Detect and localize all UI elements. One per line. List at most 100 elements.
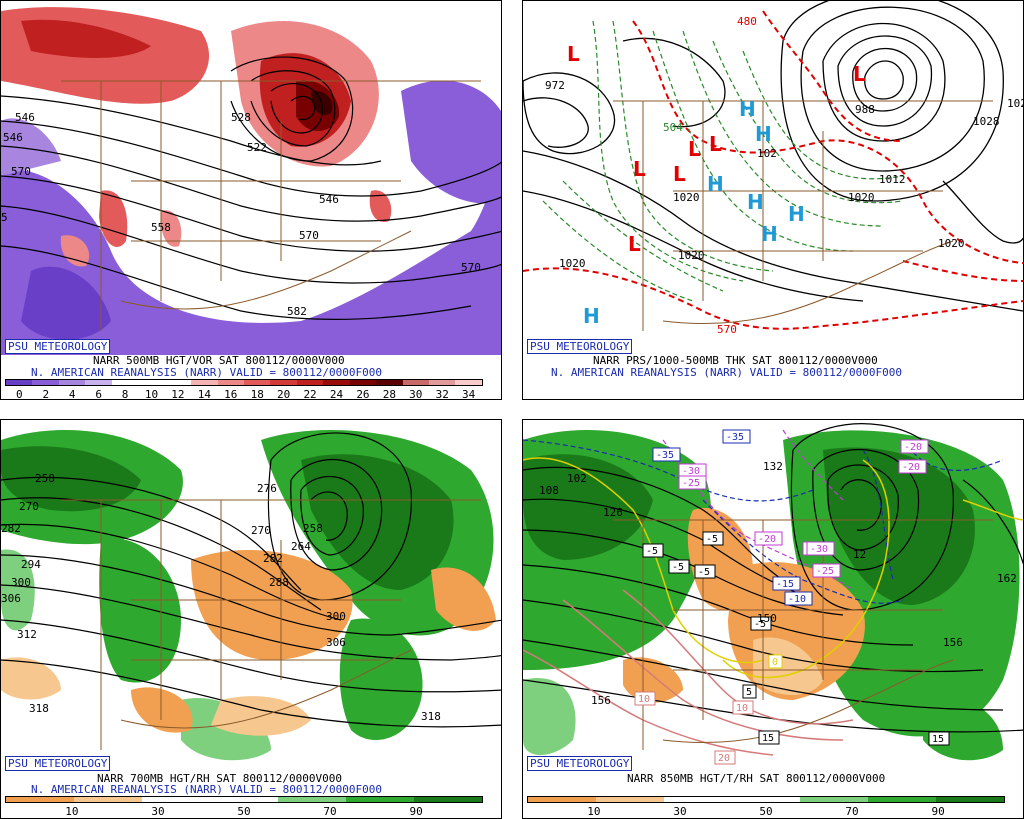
isobar-label: 1020 — [673, 191, 700, 204]
contour-label: 270 — [251, 524, 271, 537]
colorbar-swatch — [111, 380, 139, 385]
high-pressure-label: H — [707, 172, 724, 196]
thickness-label: 480 — [737, 15, 757, 28]
low-pressure-label: L — [688, 137, 701, 161]
temperature-label-box — [722, 429, 751, 444]
contour-label: 258 — [35, 472, 55, 485]
isobar-label: 102 — [757, 147, 777, 160]
high-pressure-label: H — [739, 97, 756, 121]
contour-label: 288 — [269, 576, 289, 589]
colorbar-swatch — [6, 380, 33, 385]
temperature-label: 20 — [718, 753, 730, 764]
high-pressure-label: H — [761, 222, 778, 246]
temperature-label: -35 — [726, 432, 744, 443]
contour-label: 12 — [853, 548, 866, 561]
contour-label: 300 — [11, 576, 31, 589]
temperature-label: -25 — [682, 478, 700, 489]
contour-label: 5 — [1, 211, 8, 224]
colorbar-tick: 50 — [759, 805, 773, 818]
thickness-label: 504 — [663, 121, 683, 134]
contour-label: 558 — [151, 221, 171, 234]
temperature-label: -30 — [682, 466, 700, 477]
valid-time: N. AMERICAN REANALYSIS (NARR) VALID = 80… — [551, 366, 902, 379]
colorbar-tick: 10 — [65, 805, 79, 818]
temperature-label: -30 — [810, 544, 828, 555]
colorbar-swatch — [210, 797, 278, 802]
pressure-map: L L L L L L L H H H H H H H 972 1020 102… — [523, 1, 1024, 355]
colorbar-tick: 10 — [144, 388, 159, 400]
low-pressure-label: L — [673, 162, 686, 186]
temperature-label: 15 — [932, 734, 944, 745]
temperature-label: 15 — [762, 733, 774, 744]
contour-label: 294 — [21, 558, 41, 571]
colorbar-tick: 22 — [303, 388, 317, 400]
temperature-label: -10 — [788, 594, 806, 605]
contour-label: 306 — [326, 636, 346, 649]
thickness-label: 570 — [717, 323, 737, 336]
temperature-label-box — [694, 564, 716, 579]
contour-label: 570 — [299, 229, 319, 242]
temperature-label: -15 — [776, 579, 794, 590]
isobar-label: 1020 — [678, 249, 705, 262]
colorbar-tick: 14 — [197, 388, 211, 400]
contour-label: 108 — [539, 484, 559, 497]
temperature-label: -5 — [706, 534, 718, 545]
colorbar-swatch — [217, 380, 244, 385]
contour-label: 312 — [17, 628, 37, 641]
contour-label: 582 — [287, 305, 307, 318]
colorbar-swatch — [270, 380, 297, 385]
panel-850mb-temperature-humidity: -35-35-30-25-20-20-15-15-10-5-5-5-5-5-25… — [522, 419, 1024, 819]
temperature-850-map: -35-35-30-25-20-20-15-15-10-5-5-5-5-5-25… — [523, 420, 1023, 774]
low-pressure-label: L — [567, 42, 580, 66]
contour-label: 264 — [291, 540, 311, 553]
colorbar-swatch — [528, 797, 596, 802]
contour-label: 126 — [603, 506, 623, 519]
temperature-label-box — [732, 700, 754, 715]
temperature-label: -20 — [904, 442, 922, 453]
humidity-colorbar — [527, 796, 1005, 803]
temperature-label-box — [928, 731, 950, 746]
colorbar-swatch — [732, 797, 800, 802]
isobar-label: 1020 — [938, 237, 965, 250]
colorbar-swatch — [191, 380, 218, 385]
colorbar-swatch — [74, 797, 142, 802]
colorbar-swatch — [296, 380, 324, 385]
colorbar-swatch — [323, 380, 350, 385]
contour-label: 570 — [461, 261, 481, 274]
colorbar-tick: 30 — [409, 388, 423, 400]
product-title: NARR PRS/1000-500MB THK SAT 800112/0000V… — [593, 354, 878, 367]
contour-label: 306 — [1, 592, 21, 605]
temperature-label: -5 — [754, 619, 766, 630]
temperature-label: 0 — [772, 657, 778, 668]
contour-label: 570 — [11, 165, 31, 178]
temperature-label: -5 — [672, 562, 684, 573]
contour-label: 276 — [257, 482, 277, 495]
contour-label: 150 — [757, 612, 777, 625]
isobar-label: 1020 — [848, 191, 875, 204]
valid-time: N. AMERICAN REANALYSIS (NARR) VALID = 80… — [31, 366, 382, 379]
isobar-label: 1020 — [1007, 97, 1024, 110]
colorbar-swatch — [6, 797, 74, 802]
colorbar-tick: 90 — [931, 805, 945, 818]
contour-label: 156 — [591, 694, 611, 707]
colorbar-swatch — [800, 797, 868, 802]
colorbar-tick: 4 — [68, 388, 76, 400]
high-pressure-label: H — [755, 122, 772, 146]
colorbar-tick: 50 — [237, 805, 251, 818]
colorbar-swatch — [346, 797, 414, 802]
product-title: NARR 850MB HGT/T/RH SAT 800112/0000V000 — [627, 772, 886, 785]
contour-label: 318 — [421, 710, 441, 723]
colorbar-tick: 16 — [224, 388, 238, 400]
colorbar-swatch — [142, 797, 210, 802]
contour-label: 282 — [263, 552, 283, 565]
contour-label: 258 — [303, 522, 323, 535]
temperature-label-box — [634, 691, 656, 706]
low-pressure-label: L — [709, 132, 722, 156]
colorbar-swatch — [85, 380, 112, 385]
temperature-label: 5 — [746, 687, 752, 698]
humidity-700-map: 258 270 282 294 300 306 312 318 318 306 … — [1, 420, 501, 774]
psu-meteorology-logo: PSU METEOROLOGY — [527, 339, 633, 354]
colorbar-tick: 70 — [845, 805, 859, 818]
temperature-label: -35 — [656, 450, 674, 461]
panel-700mb-humidity: 258 270 282 294 300 306 312 318 318 306 … — [0, 419, 502, 819]
